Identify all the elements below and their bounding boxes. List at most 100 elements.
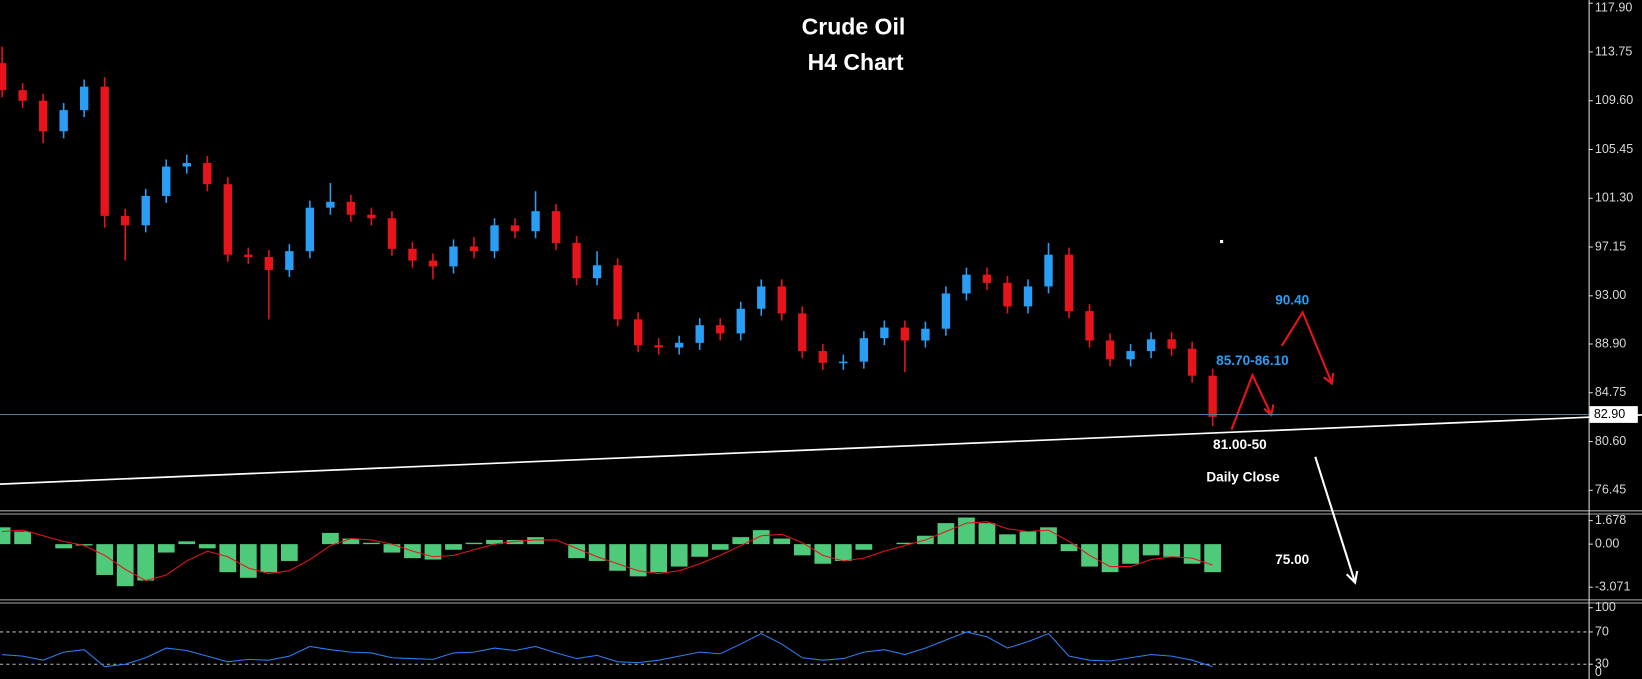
candle-body — [551, 211, 561, 243]
candle-body — [1105, 340, 1115, 360]
histogram-bar — [711, 544, 729, 550]
candle-body — [1023, 286, 1033, 307]
histogram-bar — [383, 544, 401, 553]
candle-body — [1003, 282, 1012, 307]
y-tick-label: 101.30 — [1595, 191, 1633, 205]
histogram-bar — [55, 544, 73, 549]
candle-body — [757, 286, 766, 309]
candle-body — [0, 63, 7, 91]
histogram-bar — [793, 544, 811, 556]
candle-body — [572, 242, 581, 279]
candle-body — [510, 225, 520, 232]
candle-body — [716, 325, 725, 334]
annotation: Daily Close — [1206, 469, 1280, 484]
annotation: 90.40 — [1275, 292, 1309, 307]
candle-body — [1085, 311, 1094, 341]
y-tick-label: 93.00 — [1595, 288, 1626, 302]
signal-line — [2, 521, 1213, 582]
histogram-bar — [609, 544, 627, 571]
histogram-bar — [506, 539, 524, 545]
candle-body — [613, 265, 622, 320]
y-tick-label: 84.75 — [1595, 385, 1626, 399]
candle-body — [428, 260, 438, 267]
annotation: 81.00-50 — [1213, 437, 1267, 452]
histogram-bar — [855, 544, 873, 550]
candle-body — [203, 163, 212, 185]
histogram-bar — [1142, 544, 1160, 556]
candle-body — [1044, 254, 1053, 287]
candle-body — [592, 265, 602, 279]
candle-body — [736, 308, 745, 334]
y-tick-label: 0 — [1595, 665, 1602, 679]
candle-body — [921, 328, 930, 341]
candle-body — [1064, 254, 1074, 312]
scenario-arrow — [1314, 456, 1357, 583]
candle-body — [880, 327, 889, 339]
histogram-bar — [219, 544, 237, 573]
y-tick-label: 88.90 — [1595, 336, 1626, 350]
histogram-bar — [1204, 544, 1222, 573]
candle-body — [182, 163, 191, 167]
candle-body — [59, 110, 68, 132]
y-tick-label: 117.90 — [1595, 1, 1632, 15]
histogram-bar — [322, 532, 339, 545]
candle-body — [654, 345, 663, 348]
histogram-bar — [752, 530, 770, 545]
chart-subtitle: H4 Chart — [808, 49, 904, 75]
y-tick-label: 105.45 — [1595, 142, 1633, 156]
candle-body — [367, 214, 376, 219]
histogram-bar — [486, 539, 503, 545]
candle-body — [900, 327, 910, 341]
histogram-bar — [239, 544, 257, 578]
histogram-bar — [773, 538, 791, 545]
candle-body — [162, 166, 171, 196]
candle-body — [326, 201, 335, 208]
candle-body — [941, 293, 951, 329]
histogram-bar — [814, 544, 832, 564]
histogram-bar — [588, 544, 606, 561]
histogram-bar — [157, 544, 175, 553]
candle-body — [839, 361, 848, 364]
y-tick-label: 30 — [1595, 657, 1609, 671]
candle-body — [777, 286, 786, 314]
candle-body — [223, 184, 232, 255]
y-tick-label: -3.071 — [1595, 580, 1631, 594]
candle-body — [38, 100, 48, 132]
arrow-head — [1323, 372, 1335, 386]
candle-body — [469, 246, 479, 252]
candle-body — [264, 257, 274, 270]
histogram-bar — [896, 542, 914, 545]
trend-line — [0, 414, 1642, 485]
candle-body — [305, 207, 315, 252]
histogram-bar — [445, 544, 462, 550]
candle-body — [1126, 351, 1135, 360]
candle-body — [449, 246, 458, 267]
candle-body — [531, 211, 540, 232]
y-tick-label: 1.678 — [1595, 513, 1626, 527]
histogram-bar — [629, 544, 647, 577]
candle-body — [1167, 339, 1176, 349]
histogram-bar — [1040, 527, 1057, 545]
candle-body — [1208, 375, 1217, 417]
candle-body — [962, 274, 971, 294]
candle-body — [798, 313, 807, 352]
candle-body — [285, 251, 294, 270]
histogram-bar — [978, 523, 996, 545]
histogram-bar — [527, 537, 544, 545]
histogram-bar — [732, 537, 750, 545]
dot — [1219, 239, 1224, 244]
candle-body — [674, 342, 684, 348]
histogram-bar — [1060, 544, 1078, 552]
histogram-bar — [670, 544, 688, 567]
histogram-bar — [1183, 544, 1201, 564]
histogram-bar — [363, 542, 380, 545]
histogram-bar — [116, 544, 134, 587]
histogram-bar — [75, 544, 93, 546]
candle-body — [982, 274, 992, 283]
candle-body — [695, 325, 704, 343]
y-tick-label: 113.75 — [1595, 44, 1632, 58]
histogram-bar — [137, 544, 155, 581]
y-tick-label: 80.60 — [1595, 434, 1626, 448]
